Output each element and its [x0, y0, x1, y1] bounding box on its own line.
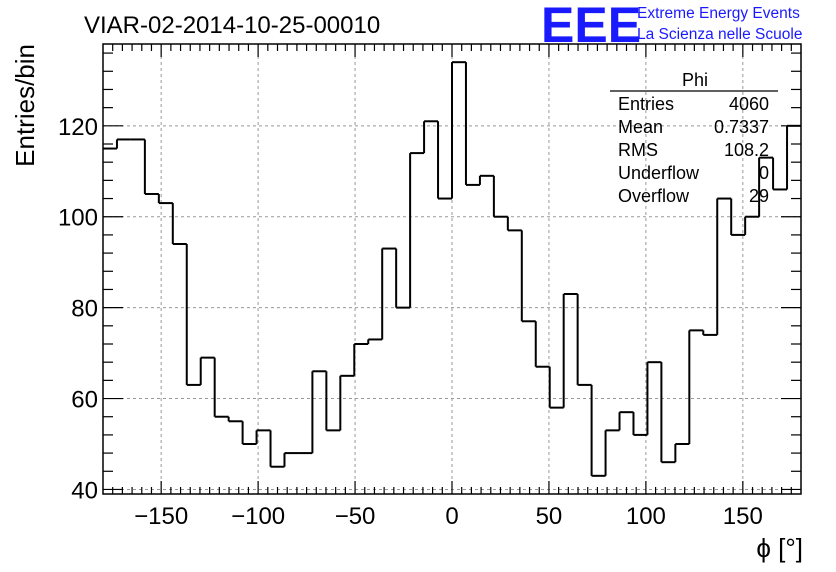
y-axis-title: Entries/bin [10, 44, 40, 167]
eee-logo: EEE Extreme Energy Events La Scienza nel… [541, 0, 802, 53]
eee-logo-line-1: Extreme Energy Events [637, 5, 800, 22]
x-tick-label: 50 [536, 503, 563, 530]
histogram-series [103, 61, 801, 477]
stats-row-label: RMS [618, 140, 658, 160]
x-tick-label: −50 [335, 503, 376, 530]
x-tick-label: 100 [626, 503, 666, 530]
stats-row-value: 0.7337 [714, 117, 769, 137]
y-tick-label: 60 [71, 387, 98, 414]
stats-box: Phi Entries 4060 Mean 0.7337 RMS 108.2 Underfl… [610, 70, 778, 206]
stats-row-value: 29 [749, 186, 769, 206]
stats-row-label: Underflow [618, 163, 700, 183]
stats-row-value: 108.2 [724, 140, 769, 160]
x-tick-label: −100 [231, 503, 285, 530]
stats-name: Phi [682, 70, 708, 90]
x-tick-label: 150 [723, 503, 763, 530]
x-axis-title: ϕ [°] [756, 533, 803, 563]
eee-logo-line-2: La Scienza nelle Scuole [637, 26, 802, 43]
y-axis-tick-labels: 40 60 80 100 120 [58, 114, 98, 505]
chart-title: VIAR-02-2014-10-25-00010 [84, 12, 380, 39]
x-tick-label: 0 [445, 503, 458, 530]
y-tick-label: 40 [71, 477, 98, 504]
axis-ticks [103, 44, 801, 494]
y-tick-label: 100 [58, 205, 98, 232]
x-axis-tick-labels: −150 −100 −50 0 50 100 150 [134, 503, 763, 530]
y-tick-label: 120 [58, 114, 98, 141]
stats-rows: Entries 4060 Mean 0.7337 RMS 108.2 Underflow 0 O… [618, 94, 769, 206]
stats-row-label: Overflow [618, 186, 690, 206]
stats-row-label: Mean [618, 117, 663, 137]
y-tick-label: 80 [71, 296, 98, 323]
x-tick-label: −150 [134, 503, 188, 530]
stats-row-label: Entries [618, 94, 674, 114]
stats-row-value: 0 [759, 163, 769, 183]
stats-row-value: 4060 [729, 94, 769, 114]
